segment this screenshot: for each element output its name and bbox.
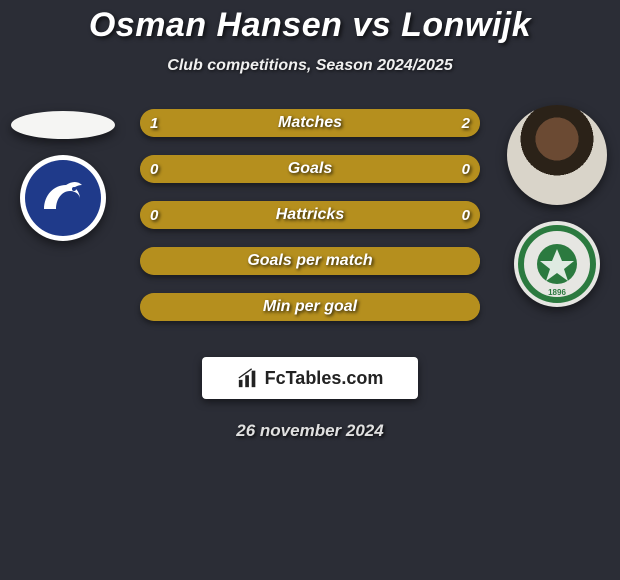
stat-fill-right: [310, 201, 480, 229]
stat-bars: 12Matches00Goals00HattricksGoals per mat…: [140, 109, 480, 321]
stat-value-right: 2: [462, 109, 470, 137]
left-player-column: [8, 105, 118, 241]
randers-badge-icon: [20, 155, 106, 241]
comparison-card: Osman Hansen vs Lonwijk Club competition…: [0, 0, 620, 580]
stat-fill-left: [140, 155, 310, 183]
stat-row: Goals per match: [140, 247, 480, 275]
date-text: 26 november 2024: [0, 421, 620, 441]
branding-text: FcTables.com: [265, 368, 384, 389]
page-subtitle: Club competitions, Season 2024/2025: [0, 57, 620, 75]
viborg-badge-icon: 1896: [514, 221, 600, 307]
stat-value-right: 0: [462, 155, 470, 183]
stat-value-left: 1: [150, 109, 158, 137]
left-player-photo: [11, 111, 115, 139]
stat-fill-left: [140, 293, 480, 321]
stat-fill-right: [310, 155, 480, 183]
stat-value-left: 0: [150, 201, 158, 229]
left-club-badge: [20, 155, 106, 241]
branding-badge: FcTables.com: [202, 357, 418, 399]
stat-row: 00Goals: [140, 155, 480, 183]
stat-value-right: 0: [462, 201, 470, 229]
stat-row: Min per goal: [140, 293, 480, 321]
stat-row: 00Hattricks: [140, 201, 480, 229]
stat-fill-left: [140, 201, 310, 229]
svg-text:1896: 1896: [548, 288, 566, 297]
stat-row: 12Matches: [140, 109, 480, 137]
right-player-photo: [507, 105, 607, 205]
stat-fill-right: [252, 109, 480, 137]
stat-fill-left: [140, 247, 480, 275]
page-title: Osman Hansen vs Lonwijk: [0, 6, 620, 45]
right-player-column: 1896: [502, 105, 612, 307]
comparison-content: 1896 12Matches00Goals00HattricksGoals pe…: [0, 103, 620, 343]
chart-icon: [237, 367, 259, 389]
right-club-badge: 1896: [514, 221, 600, 307]
stat-value-left: 0: [150, 155, 158, 183]
